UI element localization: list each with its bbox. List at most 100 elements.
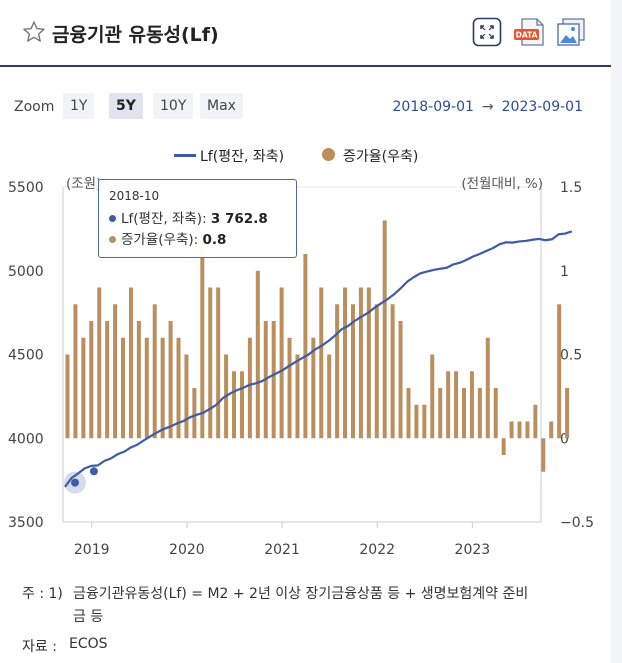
tooltip-line-value: 3 762.8 bbox=[210, 211, 268, 227]
fullscreen-icon[interactable] bbox=[472, 17, 502, 47]
bar-mark bbox=[216, 287, 221, 439]
bar-mark bbox=[192, 388, 197, 439]
bar-mark bbox=[525, 421, 530, 439]
bar-mark bbox=[239, 371, 244, 439]
bar-mark bbox=[374, 304, 379, 439]
bar-mark bbox=[319, 287, 324, 439]
bar-mark bbox=[390, 304, 395, 439]
legend-line-swatch[interactable] bbox=[174, 154, 196, 157]
image-download-icon[interactable] bbox=[556, 17, 586, 47]
x-tick-label: 2023 bbox=[455, 542, 491, 558]
right-tick-label: 0.5 bbox=[560, 348, 582, 364]
x-tick-label: 2021 bbox=[264, 542, 300, 558]
source-prefix: 자료 : bbox=[22, 639, 57, 655]
range-start-input[interactable]: 2018-09-01 bbox=[392, 99, 474, 115]
bar-mark bbox=[509, 421, 514, 439]
left-tick-label: 4500 bbox=[8, 348, 44, 364]
bar-mark bbox=[335, 304, 340, 439]
bar-mark bbox=[557, 304, 562, 439]
bar-mark bbox=[73, 304, 78, 439]
bar-mark bbox=[343, 287, 348, 439]
tooltip-line-dot bbox=[109, 215, 116, 222]
line-series-path bbox=[64, 230, 573, 488]
left-axis-unit: (조원) bbox=[66, 176, 101, 192]
right-tick-label: 1.5 bbox=[560, 180, 582, 196]
note-prefix: 주 : 1) bbox=[22, 586, 63, 602]
bar-mark bbox=[128, 287, 133, 439]
bar-mark bbox=[105, 321, 110, 439]
bar-mark bbox=[279, 287, 284, 439]
tooltip-bar-label: 증가율(우축): bbox=[121, 232, 199, 248]
legend-line-label[interactable]: Lf(평잔, 좌축) bbox=[200, 149, 285, 165]
range-toolbar: Zoom 1Y 5Y 10Y Max 2018-09-01 → 2023-09-01 bbox=[0, 92, 611, 122]
bar-mark bbox=[414, 404, 419, 439]
tooltip-line-label: Lf(평잔, 좌축): bbox=[121, 211, 207, 227]
chart-tooltip: 2018-10 Lf(평잔, 좌축): 3 762.8 증가율(우축): 0.8 bbox=[98, 179, 297, 258]
tooltip-date: 2018-10 bbox=[109, 189, 160, 203]
bar-mark bbox=[200, 237, 205, 439]
bar-mark bbox=[232, 371, 237, 439]
page-edge bbox=[611, 0, 622, 663]
x-tick-label: 2022 bbox=[359, 542, 395, 558]
legend-bar-label[interactable]: 증가율(우축) bbox=[343, 149, 419, 165]
zoom-10y-button[interactable]: 10Y bbox=[153, 93, 194, 119]
bar-mark bbox=[160, 337, 165, 439]
bar-mark bbox=[358, 287, 363, 439]
bar-mark bbox=[287, 337, 292, 439]
bar-mark bbox=[462, 388, 466, 439]
chart-title: 금융기관 유동성(Lf) bbox=[52, 24, 219, 46]
note-line-1: 금융기관유동성(Lf) = M2 + 2년 이상 장기금융상품 등 + 생명보험… bbox=[73, 586, 529, 602]
x-tick-label: 2019 bbox=[74, 542, 110, 558]
bar-mark bbox=[382, 220, 387, 439]
bar-mark bbox=[477, 388, 482, 439]
right-tick-label: −0.5 bbox=[560, 515, 594, 531]
bar-mark bbox=[311, 337, 316, 439]
bar-mark bbox=[271, 321, 276, 439]
tooltip-line-row: Lf(평잔, 좌축): 3 762.8 bbox=[109, 207, 268, 227]
bar-mark bbox=[454, 371, 459, 439]
right-axis-unit: (전월대비, %) bbox=[461, 176, 543, 192]
zoom-max-button[interactable]: Max bbox=[200, 93, 243, 119]
bar-mark bbox=[533, 404, 538, 439]
bar-mark bbox=[327, 354, 332, 439]
bar-mark bbox=[501, 438, 506, 455]
tooltip-bar-value: 0.8 bbox=[202, 232, 227, 248]
bar-mark bbox=[438, 388, 443, 439]
bar-mark bbox=[430, 354, 435, 439]
range-end-input[interactable]: 2023-09-01 bbox=[501, 99, 583, 115]
zoom-1y-button[interactable]: 1Y bbox=[63, 93, 95, 119]
bar-mark bbox=[208, 287, 213, 439]
bar-mark bbox=[168, 321, 173, 439]
bar-mark bbox=[144, 337, 149, 439]
chart-header: 금융기관 유동성(Lf) DATA bbox=[0, 0, 611, 66]
chart-legend: Lf(평잔, 좌축) 증가율(우축) bbox=[0, 145, 611, 165]
favorite-star-icon[interactable] bbox=[22, 20, 46, 44]
x-tick-label: 2020 bbox=[169, 542, 205, 558]
bar-mark bbox=[565, 388, 570, 439]
bar-mark bbox=[255, 270, 260, 439]
bar-mark bbox=[350, 304, 355, 439]
bar-mark bbox=[541, 438, 546, 472]
bar-mark bbox=[81, 337, 86, 439]
bar-mark bbox=[422, 404, 427, 439]
bar-mark bbox=[65, 354, 70, 439]
zoom-5y-button[interactable]: 5Y bbox=[109, 93, 143, 119]
bar-mark bbox=[152, 304, 157, 439]
bar-mark bbox=[446, 371, 451, 439]
legend-bar-swatch[interactable] bbox=[322, 148, 335, 161]
bar-mark bbox=[136, 321, 141, 439]
left-tick-label: 5500 bbox=[8, 180, 44, 196]
right-tick-label: 0 bbox=[560, 431, 569, 447]
bar-mark bbox=[303, 254, 308, 439]
left-tick-label: 4000 bbox=[8, 431, 44, 447]
data-download-icon[interactable]: DATA bbox=[513, 17, 547, 47]
line-point bbox=[71, 478, 79, 487]
note-line-2: 금 등 bbox=[73, 609, 104, 625]
bar-mark bbox=[113, 304, 118, 439]
left-tick-label: 5000 bbox=[8, 264, 44, 280]
bar-mark bbox=[485, 337, 490, 439]
bar-mark bbox=[184, 354, 189, 439]
bar-mark bbox=[469, 371, 474, 439]
tooltip-bar-dot bbox=[109, 236, 116, 243]
